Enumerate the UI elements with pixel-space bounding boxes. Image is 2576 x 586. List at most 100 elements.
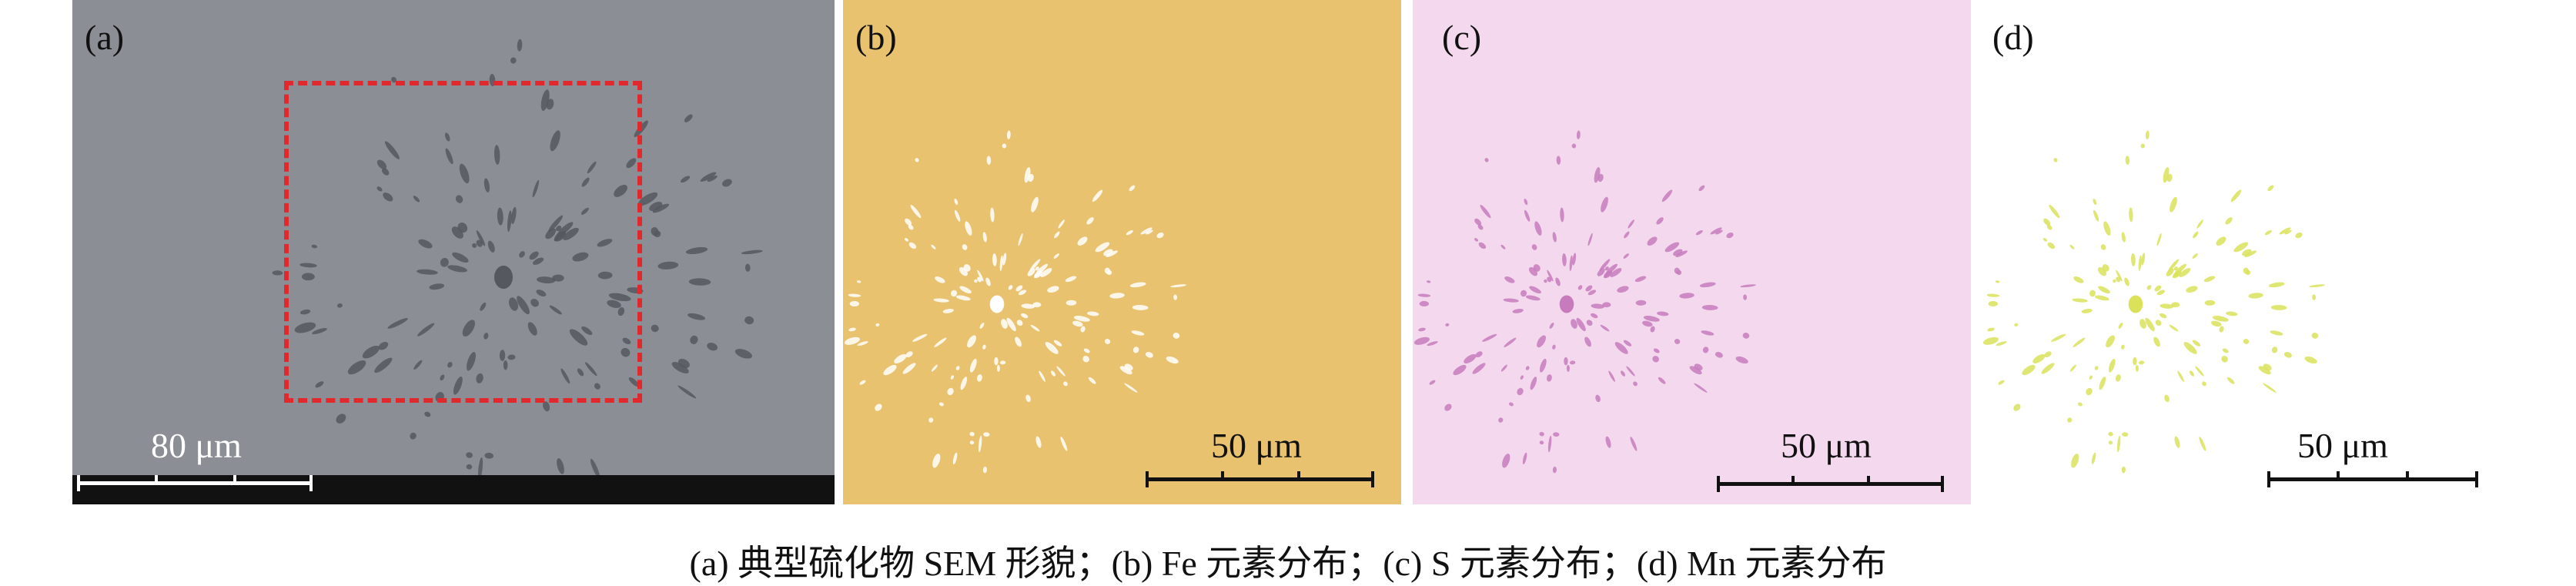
sulfide-particle — [1445, 323, 1450, 326]
sulfide-core — [494, 266, 513, 289]
sulfide-particle — [908, 224, 914, 230]
sulfide-particle — [2196, 219, 2203, 229]
sulfide-particle — [883, 364, 897, 376]
sulfide-particle — [1571, 319, 1577, 329]
sulfide-particle — [507, 354, 516, 360]
sulfide-particle — [510, 57, 517, 64]
sulfide-particle — [1030, 324, 1040, 332]
sulfide-particle — [2263, 383, 2277, 393]
sulfide-particle — [915, 158, 919, 162]
sulfide-particle — [848, 327, 856, 332]
sulfide-particle — [1525, 366, 1530, 370]
sulfide-particle — [1027, 268, 1035, 276]
sulfide-particle — [315, 381, 324, 388]
sulfide-particle — [480, 302, 487, 311]
sulfide-particle — [744, 316, 754, 325]
sulfide-particle — [581, 177, 590, 187]
sulfide-particle — [2108, 431, 2113, 437]
sulfide-particle — [1156, 232, 1164, 239]
sulfide-particle — [1587, 290, 1597, 296]
sulfide-particle — [2043, 218, 2051, 226]
sulfide-particle — [652, 203, 670, 213]
sulfide-particle — [933, 298, 949, 303]
sulfide-particle — [982, 344, 986, 350]
sulfide-particle — [1472, 363, 1486, 374]
sulfide-particle — [2267, 185, 2274, 192]
sulfide-particle — [552, 274, 564, 282]
sulfide-particle — [1419, 300, 1430, 307]
sulfide-particle — [2129, 207, 2133, 223]
sulfide-particle — [977, 276, 982, 283]
sulfide-particle — [1591, 303, 1605, 309]
sulfide-particle — [294, 322, 316, 333]
sulfide-particle — [1988, 300, 1999, 307]
sulfide-particle — [499, 350, 506, 361]
sulfide-particle — [1066, 300, 1077, 306]
sulfide-particle — [1053, 340, 1062, 347]
sulfide-particle — [2242, 249, 2252, 256]
sulfide-particle — [2032, 353, 2046, 363]
sulfide-particle — [1715, 352, 1723, 358]
sulfide-particle — [707, 175, 718, 182]
sulfide-particle — [376, 186, 383, 192]
sulfide-particle — [1556, 156, 1561, 165]
sulfide-particle — [2094, 295, 2109, 301]
sulfide-particle — [2121, 344, 2125, 350]
sulfide-particle — [1077, 236, 1088, 246]
sulfide-particle — [2311, 333, 2319, 339]
sulfide-particle — [497, 207, 503, 226]
sulfide-particle — [1533, 264, 1541, 272]
sulfide-particle — [476, 230, 486, 246]
sulfide-particle — [510, 206, 517, 224]
sulfide-particle — [1072, 320, 1083, 327]
sulfide-particle — [445, 148, 453, 165]
sulfide-particle — [2190, 370, 2195, 377]
sulfide-particle — [2100, 244, 2106, 250]
sulfide-particle — [472, 243, 477, 248]
sulfide-particle — [626, 158, 637, 169]
sulfide-particle — [1525, 295, 1541, 301]
sulfide-particle — [857, 341, 868, 347]
sulfide-particle — [1477, 224, 1484, 230]
sulfide-particle — [935, 276, 945, 283]
sulfide-particle — [1034, 270, 1043, 279]
sulfide-core — [989, 295, 1005, 313]
sulfide-particle — [952, 452, 958, 464]
sulfide-particle — [2044, 351, 2052, 357]
sulfide-particle — [1664, 242, 1680, 253]
sulfide-particle — [1129, 282, 1146, 288]
sulfide-particle — [990, 207, 995, 223]
sulfide-particle — [939, 402, 944, 407]
sulfide-particle — [1547, 374, 1552, 382]
sulfide-particle — [2248, 293, 2263, 299]
sulfide-particle — [2258, 366, 2271, 375]
sulfide-particle — [487, 240, 495, 253]
sulfide-particle — [614, 184, 627, 197]
sulfide-particle — [1599, 259, 1611, 272]
sulfide-particle — [1531, 244, 1537, 250]
sulfide-particle — [2069, 364, 2076, 372]
sulfide-particle — [1063, 381, 1068, 387]
sulfide-particle — [1642, 320, 1653, 327]
sulfide-particle — [1653, 348, 1660, 353]
sulfide-particle — [1605, 436, 1611, 448]
sulfide-particle — [2230, 189, 2242, 203]
sulfide-particle — [1586, 320, 1593, 326]
sulfide-particle — [607, 300, 621, 308]
sulfide-particle — [1630, 437, 1638, 451]
sulfide-particle — [875, 323, 880, 326]
sulfide-particle — [2089, 290, 2096, 297]
sulfide-particle — [1103, 249, 1113, 256]
sulfide-particle — [671, 362, 689, 373]
sulfide-particle — [580, 207, 589, 215]
sulfide-particle — [2195, 366, 2204, 377]
sulfide-particle — [381, 168, 390, 176]
sulfide-particle — [1427, 341, 1438, 347]
sulfide-particle — [581, 326, 593, 336]
sulfide-particle — [1623, 253, 1629, 259]
mn-element-map — [1982, 130, 2325, 474]
sulfide-particle — [417, 323, 435, 337]
sulfide-particle — [2221, 356, 2228, 363]
info-bar — [72, 475, 835, 504]
sulfide-particle — [1576, 130, 1581, 139]
